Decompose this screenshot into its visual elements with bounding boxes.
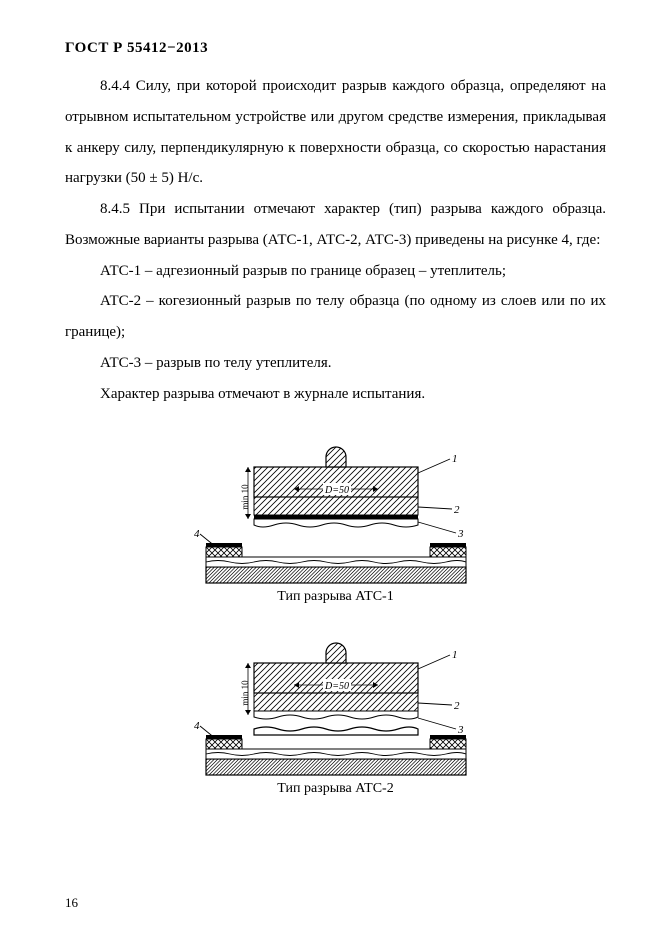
fig2-dim-label: D=50 [324, 681, 349, 692]
item-atc3: АТС-3 – разрыв по телу утеплителя. [65, 348, 606, 379]
fig2-callout-1: 1 [452, 649, 458, 661]
fig1-side-label: min 10 [240, 484, 250, 510]
fig1-callout-2: 2 [454, 504, 460, 516]
fig1-dim-label: D=50 [324, 485, 349, 496]
fig2-side-label: min 10 [240, 680, 250, 706]
item-atc2: АТС-2 – когезионный разрыв по телу образ… [65, 286, 606, 348]
para-8-4-4: 8.4.4 Силу, при которой происходит разры… [65, 71, 606, 194]
fig2-callout-2: 2 [454, 700, 460, 712]
page-number: 16 [65, 895, 78, 911]
fig2-callout-4: 4 [194, 720, 200, 732]
fig1-callout-4: 4 [194, 528, 200, 540]
fig2-callout-3: 3 [457, 724, 464, 736]
fig1-callout-1: 1 [452, 453, 458, 465]
fig2-caption: Тип разрыва АТС-2 [176, 781, 496, 797]
para-8-4-5: 8.4.5 При испытании отмечают характер (т… [65, 194, 606, 256]
fig1-caption: Тип разрыва АТС-1 [176, 589, 496, 605]
figure-atc1: 4 D=50 [176, 427, 496, 605]
item-atc1: АТС-1 – адгезионный разрыв по границе об… [65, 256, 606, 287]
fig1-callout-3: 3 [457, 528, 464, 540]
para-note: Характер разрыва отмечают в журнале испы… [65, 379, 606, 410]
doc-header: ГОСТ Р 55412−2013 [65, 40, 606, 57]
figures-block: 4 D=50 [65, 427, 606, 797]
figure-atc2: 4 D=50 [176, 619, 496, 797]
